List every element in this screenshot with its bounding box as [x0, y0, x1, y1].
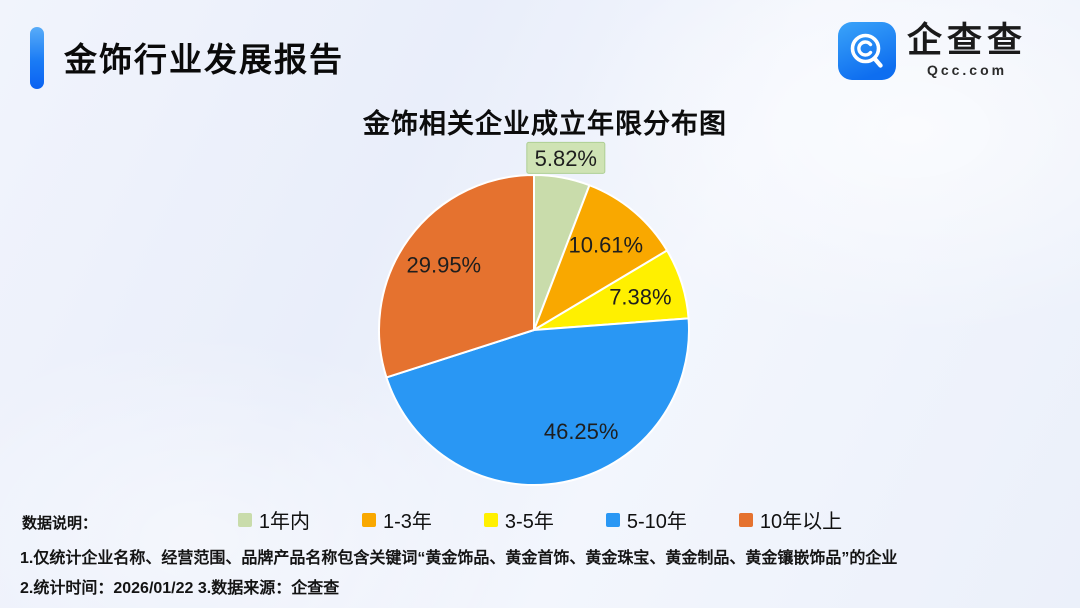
pie-slice-10年以上	[378, 174, 535, 379]
qcc-logo-text: 企查查 Qcc.com	[907, 21, 1028, 79]
pie-label-1-3年: 10.61%	[568, 233, 643, 258]
qcc-logo-icon	[838, 22, 896, 80]
pie-label-10年以上: 29.95%	[407, 252, 482, 277]
legend-swatch	[738, 512, 753, 527]
legend-swatch	[362, 512, 377, 527]
title-accent-bar	[30, 27, 44, 89]
data-note-1: 1.仅统计企业名称、经营范围、品牌产品名称包含关键词“黄金饰品、黄金首饰、黄金珠…	[20, 550, 898, 567]
legend-item-10年以上: 10年以上	[738, 505, 843, 534]
pie-chart: 5.82% 10.61% 7.38% 46.25% 29.95%	[378, 141, 690, 486]
pie-label-5-10年: 46.25%	[544, 419, 619, 444]
legend-swatch	[605, 512, 620, 527]
legend-label: 3-5年	[504, 511, 554, 533]
qcc-logo-domain: Qcc.com	[926, 62, 1008, 78]
chart-legend: 1年内 1-3年 3-5年 5-10年 10年以上	[0, 505, 1080, 534]
pie-label-box	[526, 141, 606, 174]
page-title: 金饰行业发展报告	[64, 41, 344, 78]
pie-label-3-5年: 7.38%	[609, 284, 671, 309]
chart-title: 金饰相关企业成立年限分布图	[363, 109, 727, 139]
pie-label-1年内: 5.82%	[535, 146, 597, 171]
legend-label: 1-3年	[383, 511, 432, 533]
legend-swatch	[483, 512, 498, 527]
data-note-2: 2.统计时间：2026/01/22 3.数据来源：企查查	[20, 580, 340, 597]
legend-item-3-5年: 3-5年	[483, 505, 554, 534]
legend-item-1年内: 1年内	[237, 505, 311, 534]
data-notes-heading: 数据说明：	[22, 515, 98, 532]
legend-label: 10年以上	[759, 511, 843, 533]
pie-slice-5-10年	[385, 317, 690, 486]
legend-label: 5-10年	[626, 511, 687, 533]
legend-item-5-10年: 5-10年	[605, 505, 687, 534]
pie-slice-1-3年	[533, 184, 669, 331]
legend-swatch	[237, 512, 252, 527]
legend-label: 1年内	[258, 511, 311, 533]
legend-item-1-3年: 1-3年	[362, 505, 432, 534]
qcc-logo-name: 企查查	[907, 21, 1028, 60]
qcc-logo: 企查查 Qcc.com	[838, 22, 1027, 80]
